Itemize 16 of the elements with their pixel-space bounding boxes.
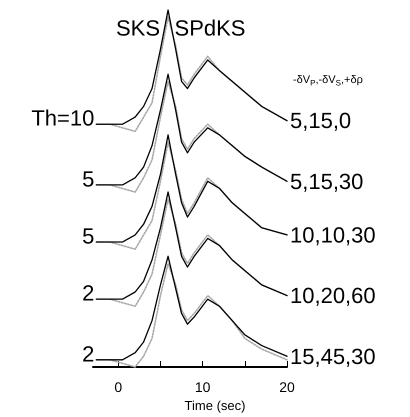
annotation: SKS [116,16,160,40]
x-tick-label: 10 [194,379,211,396]
annotation: 2 [82,280,94,306]
annotation: 5 [82,224,94,249]
x-axis-title: Time (sec) [184,398,246,413]
text: 10,20,60 [290,283,376,308]
annotation: SPdKS [174,16,246,40]
text: 10,10,30 [290,222,376,248]
text: 5,15,0 [290,108,352,134]
annotation: 2 [82,341,94,366]
text: 5,15,30 [290,168,364,194]
text: 15,45,30 [290,344,376,369]
annotation: 5 [82,166,94,192]
x-tick-label: 20 [279,379,295,396]
annotation: Th=10 [31,106,94,131]
x-tick-label: 0 [114,379,122,396]
